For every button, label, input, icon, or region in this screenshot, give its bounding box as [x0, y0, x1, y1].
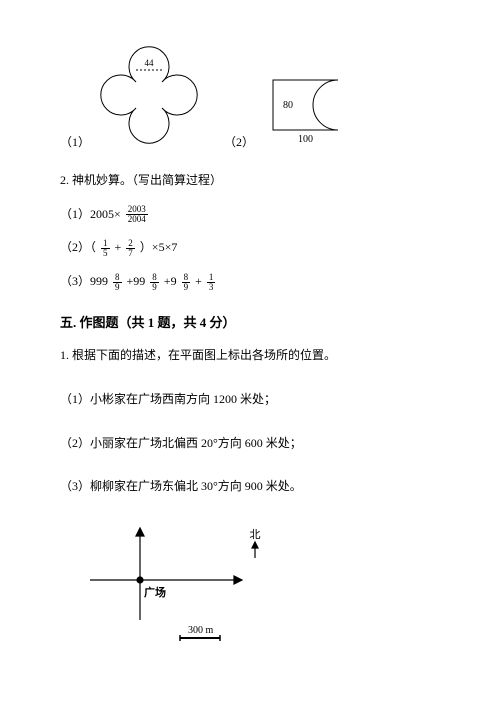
q2-title: 2. 神机妙算。（写出简算过程）: [60, 170, 440, 192]
scale-label: 300 m: [188, 625, 214, 636]
section-5-q1: 1. 根据下面的描述，在平面图上标出各场所的位置。: [60, 345, 440, 367]
section-5-sub-1: （1）小彬家在广场西南方向 1200 米处；: [60, 389, 440, 411]
section-5-sub-2: （2）小丽家在广场北偏西 20°方向 600 米处；: [60, 433, 440, 455]
fraction-1-5: 1 5: [101, 239, 110, 258]
section-5-title: 五. 作图题（共 1 题，共 4 分）: [60, 312, 440, 331]
q2-2-prefix: （2）（: [60, 240, 96, 254]
coord-svg: 广场 北 300 m: [80, 520, 300, 660]
q2-item-2: （2）（ 1 5 + 2 7 ）×5×7: [60, 237, 440, 259]
top-diagrams: （1） 44 （2） 80 100: [60, 40, 440, 150]
fraction-2-7: 2 7: [126, 239, 135, 258]
diagram-2: （2） 80 100: [224, 70, 348, 150]
north-label: 北: [250, 528, 261, 541]
fraction-8-9c: 8 9: [182, 273, 191, 292]
diagram-2-bottom-label: 100: [298, 134, 313, 145]
diagram-1-index: （1）: [60, 133, 90, 150]
fraction-2003-2004: 2003 2004: [126, 205, 148, 224]
q2-1-prefix: （1）2005×: [60, 207, 121, 221]
q2-2-suffix: ）×5×7: [140, 240, 178, 254]
fraction-8-9b: 8 9: [150, 273, 159, 292]
coordinate-diagram: 广场 北 300 m: [80, 520, 440, 664]
diagram-1-label: 44: [145, 58, 155, 68]
fraction-8-9a: 8 9: [113, 273, 122, 292]
origin-label: 广场: [144, 585, 166, 599]
quatrefoil-shape: 44: [94, 40, 204, 150]
fraction-1-3: 1 3: [207, 273, 216, 292]
q2-item-3: （3）999 8 9 +99 8 9 +9 8 9 + 1 3: [60, 271, 440, 293]
diagram-2-side-label: 80: [283, 100, 293, 111]
q2-item-1: （1）2005× 2003 2004: [60, 204, 440, 226]
diagram-1: （1） 44: [60, 40, 204, 150]
section-5-sub-3: （3）柳柳家在广场东偏北 30°方向 900 米处。: [60, 476, 440, 498]
rect-arc-shape: 80 100: [258, 70, 348, 150]
diagram-2-index: （2）: [224, 133, 254, 150]
